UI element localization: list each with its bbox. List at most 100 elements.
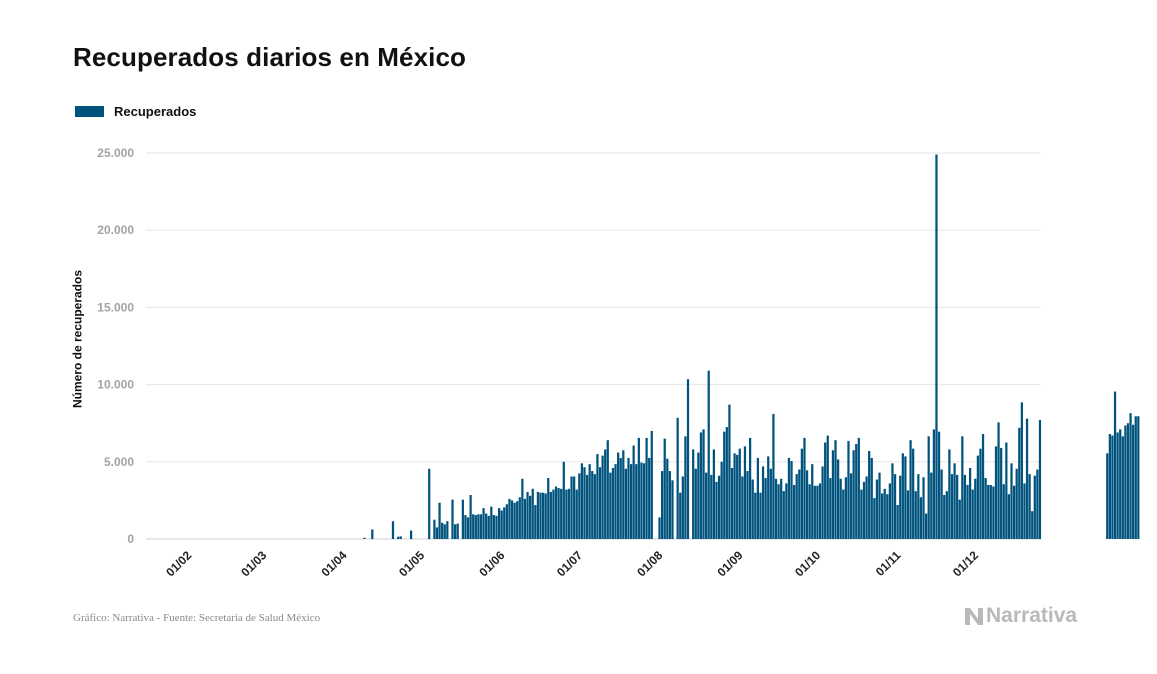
- bar: [780, 478, 783, 539]
- bar: [1005, 442, 1008, 539]
- bar: [635, 464, 638, 539]
- bar: [570, 476, 573, 539]
- bar: [508, 498, 511, 539]
- x-tick-label: 01/02: [163, 548, 194, 579]
- bar-series: [363, 154, 1140, 540]
- bar: [1015, 468, 1018, 539]
- y-tick-label: 15.000: [97, 300, 134, 314]
- bar: [855, 444, 858, 539]
- bar: [937, 431, 941, 539]
- bar: [906, 490, 910, 539]
- bar: [1106, 453, 1109, 539]
- bar: [671, 480, 674, 539]
- bar: [397, 536, 400, 539]
- bar: [989, 484, 992, 539]
- bar: [922, 477, 925, 539]
- bar: [746, 471, 749, 539]
- bar: [958, 499, 961, 539]
- bar: [1002, 484, 1005, 539]
- bar: [518, 497, 521, 539]
- x-tick-label: 01/04: [318, 548, 349, 579]
- bar: [943, 495, 946, 539]
- bar: [598, 467, 602, 539]
- bar: [870, 457, 873, 539]
- bar: [909, 440, 912, 539]
- brand-logo[interactable]: Narrativa: [964, 604, 1077, 628]
- bar: [777, 484, 780, 539]
- bar: [588, 464, 591, 539]
- bar: [1028, 474, 1031, 539]
- bar: [736, 454, 739, 539]
- bar: [591, 471, 594, 539]
- bar: [914, 491, 917, 539]
- bar: [428, 468, 431, 539]
- bar: [852, 450, 855, 539]
- bar: [604, 449, 607, 539]
- bar: [694, 468, 697, 539]
- bar: [932, 429, 935, 539]
- bar: [764, 478, 767, 539]
- brand-name: Narrativa: [986, 604, 1078, 627]
- bar: [875, 479, 879, 539]
- bar: [482, 508, 485, 539]
- bar: [878, 472, 881, 539]
- bar: [919, 497, 923, 539]
- bar: [541, 492, 545, 539]
- bar: [899, 475, 902, 539]
- bar: [637, 437, 640, 539]
- bar: [438, 502, 441, 539]
- bar: [596, 454, 599, 539]
- bar: [433, 519, 436, 539]
- bar: [994, 446, 998, 539]
- bar: [1023, 483, 1026, 539]
- bar: [896, 505, 899, 539]
- bar: [712, 449, 716, 539]
- bar: [1010, 463, 1013, 539]
- bar: [950, 474, 954, 539]
- bar: [446, 521, 449, 539]
- y-tick-label: 5.000: [104, 455, 134, 469]
- bar: [707, 370, 710, 539]
- bar: [554, 486, 558, 539]
- bar: [1020, 402, 1023, 539]
- bar: [818, 483, 822, 539]
- bar: [451, 499, 454, 539]
- bar: [805, 470, 809, 539]
- bar: [469, 495, 472, 539]
- x-tick-label: 01/03: [238, 548, 269, 579]
- bar: [549, 491, 552, 539]
- bar: [642, 463, 646, 539]
- bar: [609, 472, 612, 539]
- bar: [893, 474, 897, 539]
- bar: [1111, 435, 1114, 539]
- bar: [785, 483, 788, 539]
- bar: [730, 467, 734, 539]
- bar: [811, 464, 814, 539]
- bar: [1124, 425, 1127, 539]
- bar: [837, 459, 840, 539]
- bar: [774, 478, 778, 539]
- bar: [966, 484, 969, 539]
- x-tick-label: 01/06: [476, 548, 507, 579]
- bar: [658, 517, 661, 539]
- bar: [1132, 424, 1135, 539]
- bar: [956, 474, 959, 539]
- bar: [477, 514, 480, 539]
- bar: [782, 491, 785, 539]
- bar: [821, 466, 824, 539]
- bar: [485, 513, 488, 539]
- bar: [1033, 475, 1036, 539]
- bar: [601, 455, 604, 539]
- bar: [575, 489, 578, 539]
- bar: [767, 456, 770, 539]
- bar: [619, 457, 622, 539]
- bar: [984, 478, 987, 539]
- bar: [539, 492, 542, 539]
- bar: [968, 467, 972, 539]
- bar: [997, 422, 1000, 539]
- bar: [622, 450, 625, 539]
- bar: [948, 449, 951, 539]
- bar: [435, 527, 439, 539]
- bar: [842, 489, 845, 539]
- bar: [981, 434, 985, 539]
